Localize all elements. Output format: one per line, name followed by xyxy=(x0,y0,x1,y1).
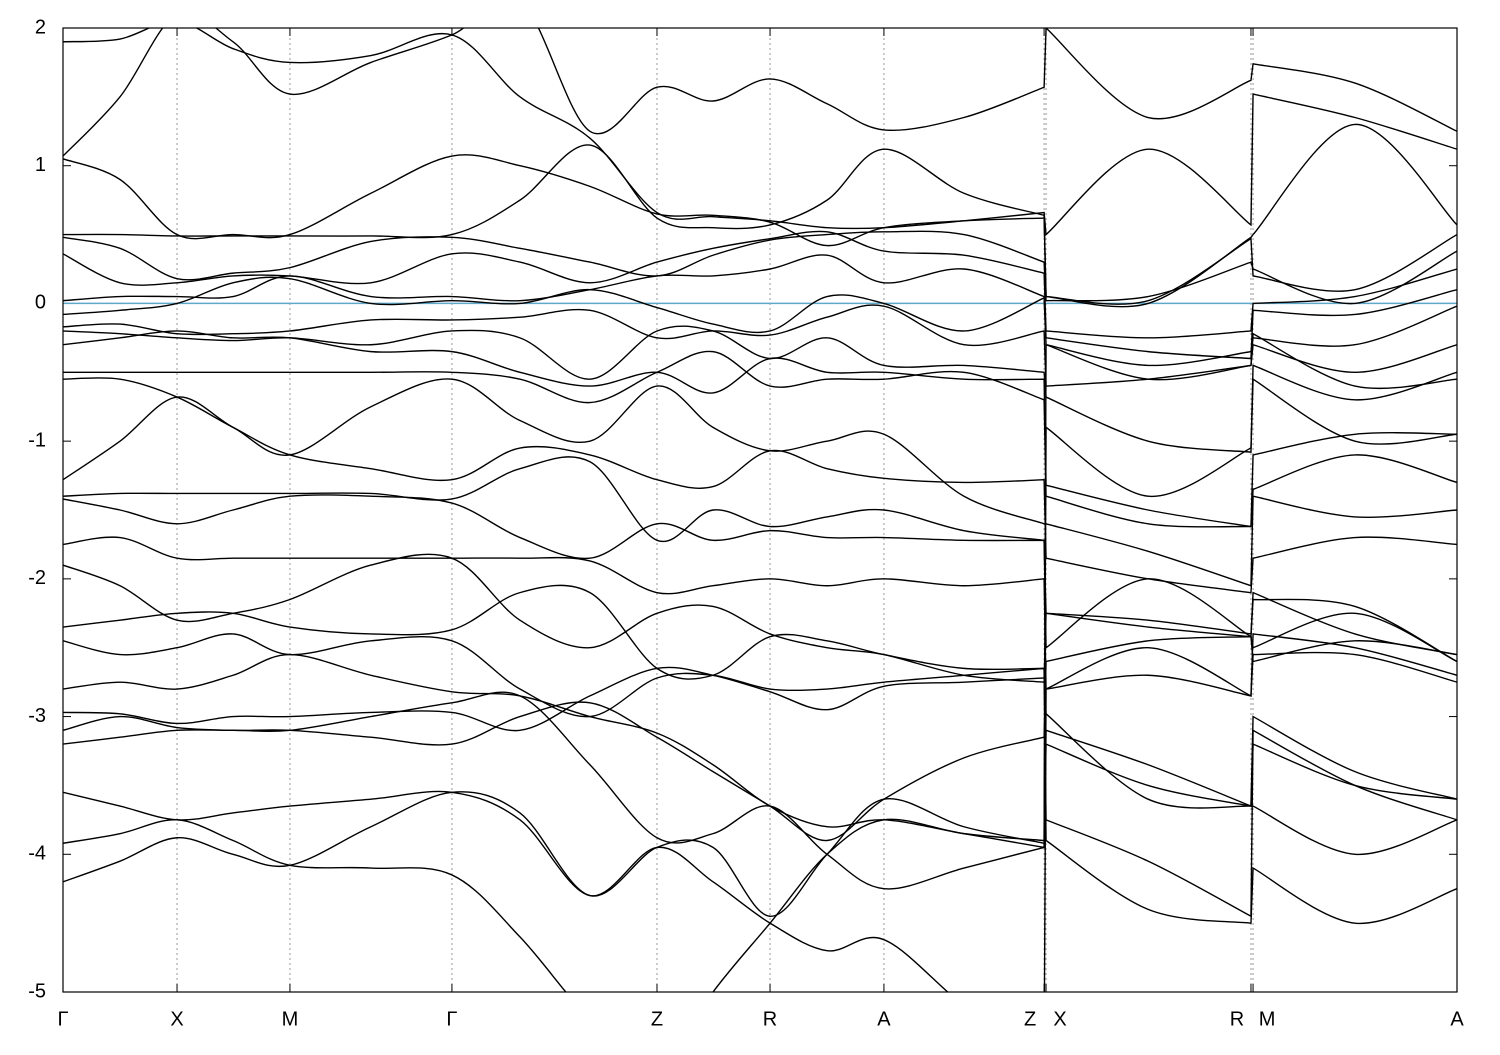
band-line xyxy=(63,494,1457,663)
band-line xyxy=(63,456,1457,656)
x-tick-label: Γ xyxy=(446,1008,457,1030)
x-tick-label: R xyxy=(763,1008,777,1030)
band-line xyxy=(63,330,1457,528)
band-line xyxy=(63,377,1457,917)
x-tick-label: A xyxy=(877,1008,891,1030)
y-tick-label: 2 xyxy=(35,16,46,38)
band-line xyxy=(63,633,1457,992)
band-line xyxy=(63,276,1457,367)
x-tick-label: A xyxy=(1450,1008,1464,1030)
band-line xyxy=(63,635,1457,842)
band-line xyxy=(63,553,1457,809)
plot-area xyxy=(63,28,1457,992)
plot-frame xyxy=(62,27,1458,993)
band-line xyxy=(63,332,1457,992)
y-tick-label: -3 xyxy=(28,705,46,727)
band-line xyxy=(63,144,1457,305)
band-line xyxy=(63,598,1457,732)
y-tick-label: -1 xyxy=(28,429,46,451)
band-line xyxy=(63,350,1457,528)
x-tick-label: Z xyxy=(651,1008,663,1030)
band-line xyxy=(63,230,1457,339)
band-line xyxy=(63,325,1457,453)
band-line xyxy=(63,254,1457,360)
x-tick-label: M xyxy=(1259,1008,1276,1030)
x-tick-label: R xyxy=(1230,1008,1244,1030)
band-line xyxy=(63,691,1457,890)
y-tick-label: -5 xyxy=(28,980,46,1002)
y-tick-label: 0 xyxy=(35,292,46,314)
x-tick-label: Γ xyxy=(57,1008,68,1030)
band-line xyxy=(63,230,1457,305)
band-line xyxy=(63,396,1457,594)
x-tick-label: X xyxy=(1053,1008,1066,1030)
y-tick-label: -4 xyxy=(28,843,46,865)
x-tick-label: M xyxy=(282,1008,299,1030)
x-tick-label: X xyxy=(170,1008,183,1030)
band-line xyxy=(63,653,1457,855)
band-line xyxy=(63,377,1457,587)
y-tick-label: -2 xyxy=(28,567,46,589)
band-line xyxy=(63,536,1457,697)
x-tick-label: Z xyxy=(1024,1008,1036,1030)
band-line xyxy=(63,28,1457,236)
y-tick-label: 1 xyxy=(35,154,46,176)
